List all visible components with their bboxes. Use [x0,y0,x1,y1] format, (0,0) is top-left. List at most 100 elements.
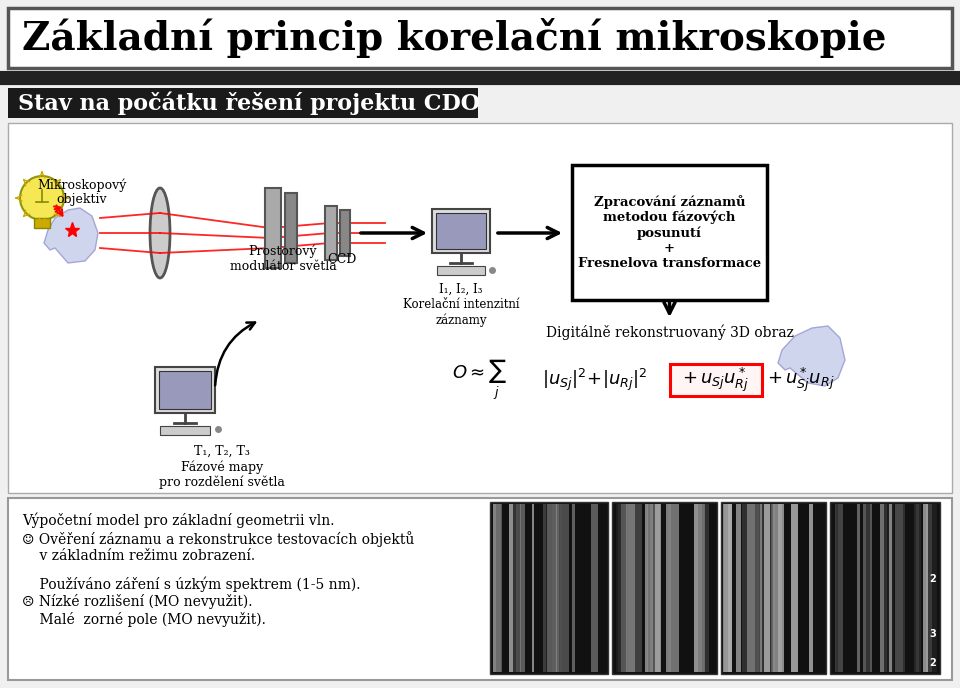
Bar [552,504,562,672]
Bar [756,504,765,672]
Text: Zpracování záznamů
metodou fázových
posunutí
+
Fresnelova transformace: Zpracování záznamů metodou fázových posu… [578,195,761,270]
Text: $+\,u^*_{Sj}u_{Rj}$: $+\,u^*_{Sj}u_{Rj}$ [767,366,834,394]
Ellipse shape [150,188,170,278]
Bar [572,165,767,300]
Bar [697,504,705,672]
Bar [612,502,717,674]
Text: Používáno záření s úzkým spektrem (1-5 nm).: Používáno záření s úzkým spektrem (1-5 n… [22,576,361,592]
Bar [666,504,671,672]
Bar [655,504,660,672]
Polygon shape [44,208,98,263]
Bar [671,504,679,672]
Bar [560,504,568,672]
Bar [889,504,892,672]
Bar [545,504,550,672]
Bar [698,504,705,672]
Bar [755,504,759,672]
Text: 3: 3 [929,629,936,639]
Bar [490,502,608,674]
Bar [647,504,654,672]
Bar [668,504,671,672]
Bar [830,502,940,674]
Bar [747,504,756,672]
Text: Mikroskopový
objektiv: Mikroskopový objektiv [37,178,127,206]
Bar [900,504,902,672]
Bar [572,504,575,672]
Bar [880,504,887,672]
Bar [809,504,812,672]
Text: ☺ Ověření záznamu a rekonstrukce testovacích objektů: ☺ Ověření záznamu a rekonstrukce testova… [22,531,415,547]
Bar [285,193,297,263]
Bar [8,88,478,118]
Text: $O \approx \sum_j$: $O \approx \sum_j$ [452,358,507,402]
Bar [702,504,708,672]
Bar [863,504,873,672]
Bar [616,504,621,672]
Bar [496,504,502,672]
Bar [265,188,281,268]
Bar [340,210,350,256]
Bar [542,504,547,672]
Text: T₁, T₂, T₃
Fázové mapy
pro rozdělení světla: T₁, T₂, T₃ Fázové mapy pro rozdělení svě… [159,445,285,489]
Bar [650,504,660,672]
Text: $|u_{Sj}|^2\!+\!|u_{Rj}|^2$: $|u_{Sj}|^2\!+\!|u_{Rj}|^2$ [542,367,648,393]
Bar [835,504,837,672]
Bar [510,504,516,672]
Bar [725,504,732,672]
Bar [924,504,932,672]
Text: 2: 2 [929,574,936,584]
Bar [916,504,919,672]
Bar [629,504,634,672]
Bar [765,504,775,672]
Bar [617,504,627,672]
Bar [532,504,534,672]
Bar [432,209,490,253]
Text: I₁, I₂, I₃
Korelační intenzitní
záznamy: I₁, I₂, I₃ Korelační intenzitní záznamy [403,283,519,327]
Bar [838,504,844,672]
Bar [928,504,937,672]
Bar [325,206,337,260]
Text: Stav na počátku řešení projektu CDO: Stav na počátku řešení projektu CDO [18,92,480,115]
Bar [836,504,843,672]
Bar [547,504,556,672]
Bar [591,504,598,672]
Bar [898,504,904,672]
Text: Malé  zorné pole (MO nevyužit).: Malé zorné pole (MO nevyužit). [22,612,266,627]
Bar [34,218,50,228]
Bar [547,504,556,672]
Bar [773,504,781,672]
Bar [721,502,826,674]
Bar [652,504,655,672]
Bar [694,504,704,672]
Bar [742,504,747,672]
Bar [724,504,732,672]
Bar [519,504,525,672]
Bar [764,504,770,672]
Text: Základní princip korelační mikroskopie: Základní princip korelační mikroskopie [22,18,886,58]
Circle shape [20,176,64,220]
FancyBboxPatch shape [670,364,762,396]
Bar [884,504,894,672]
Bar [736,504,741,672]
Bar [866,504,871,672]
Text: Digitálně rekonstruovaný 3D obraz: Digitálně rekonstruovaný 3D obraz [545,325,793,341]
Bar [437,266,485,275]
Bar [626,504,636,672]
Bar [791,504,798,672]
Bar [650,504,655,672]
Bar [509,504,513,672]
Text: ☹ Nízké rozlišení (MO nevyužit).: ☹ Nízké rozlišení (MO nevyužit). [22,594,252,609]
Text: 2: 2 [929,658,936,668]
Bar [492,504,501,672]
Bar [557,504,559,672]
Bar [635,504,642,672]
Bar [857,504,860,672]
Bar [914,504,922,672]
Bar [895,504,903,672]
Bar [516,504,520,672]
Text: Výpočetní model pro základní geometrii vln.: Výpočetní model pro základní geometrii v… [22,513,334,528]
Bar [895,504,901,672]
Text: Prostorový
modulátor světla: Prostorový modulátor světla [229,244,336,273]
Bar [756,504,763,672]
Bar [772,504,780,672]
